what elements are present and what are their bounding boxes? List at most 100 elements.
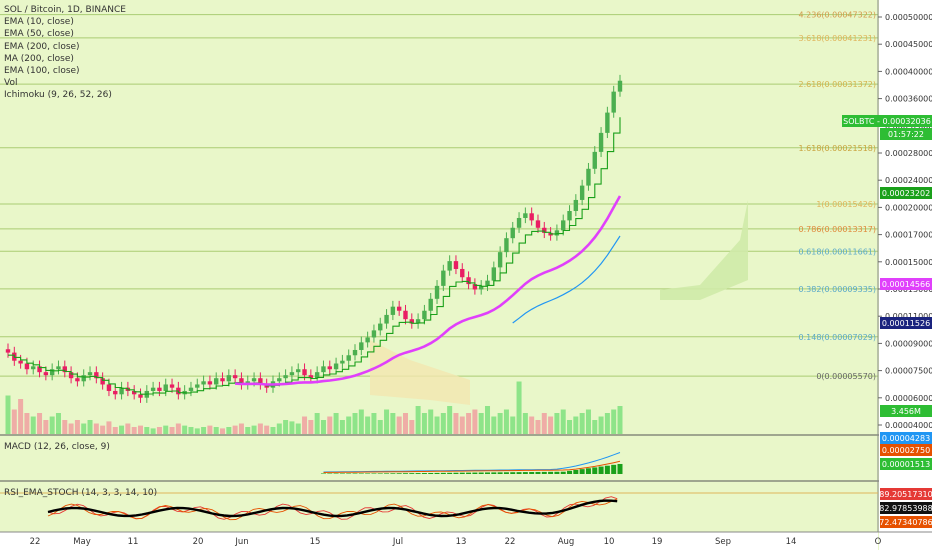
candle-body[interactable] — [289, 372, 295, 376]
candle-body[interactable] — [542, 227, 547, 233]
candle-body[interactable] — [378, 323, 383, 331]
candle-body[interactable] — [314, 372, 320, 379]
candle-body[interactable] — [308, 375, 314, 379]
legend-ema100[interactable]: EMA (100, close) — [4, 66, 80, 77]
candle-body[interactable] — [359, 342, 364, 350]
candle-body[interactable] — [94, 372, 99, 379]
candle-body[interactable] — [460, 268, 465, 278]
candle-body[interactable] — [466, 277, 471, 285]
candle-body[interactable] — [434, 285, 440, 299]
candle-body[interactable] — [384, 314, 389, 324]
candle-body[interactable] — [100, 378, 105, 385]
candle-body[interactable] — [472, 284, 478, 290]
candle-body[interactable] — [138, 394, 143, 398]
rsi-title[interactable]: RSI_EMA_STOCH (14, 3, 3, 14, 10) — [4, 488, 158, 498]
candle-body[interactable] — [579, 185, 585, 200]
candle-body[interactable] — [586, 168, 591, 186]
candle-body[interactable] — [157, 387, 162, 391]
candle-body[interactable] — [169, 384, 175, 388]
candle-body[interactable] — [510, 227, 515, 239]
candle-body[interactable] — [131, 390, 137, 395]
candle-body[interactable] — [371, 330, 377, 338]
macd-title[interactable]: MACD (12, 26, close, 9) — [4, 442, 110, 452]
candle-body[interactable] — [68, 372, 74, 379]
candle-body[interactable] — [43, 372, 49, 376]
candle-body[interactable] — [390, 306, 396, 315]
candle-body[interactable] — [403, 310, 408, 320]
candle-body[interactable] — [87, 372, 93, 376]
candle-body[interactable] — [232, 375, 238, 379]
candle-body[interactable] — [561, 220, 566, 231]
candle-body[interactable] — [491, 267, 497, 281]
ema10-price-tag-bg[interactable] — [880, 187, 932, 199]
candle-body[interactable] — [302, 369, 307, 376]
candle-body[interactable] — [188, 387, 194, 391]
candle-body[interactable] — [239, 378, 244, 385]
candle-body[interactable] — [277, 378, 282, 382]
candle-body[interactable] — [195, 384, 200, 388]
ema100-price-tag-bg[interactable] — [880, 317, 932, 329]
candle-body[interactable] — [75, 378, 80, 382]
legend-ema10[interactable]: EMA (10, close) — [4, 17, 74, 28]
candle-body[interactable] — [49, 369, 55, 376]
candle-body[interactable] — [214, 378, 219, 385]
candle-body[interactable] — [516, 217, 522, 228]
macd-hist-tag-bg[interactable] — [880, 458, 932, 470]
candle-body[interactable] — [611, 91, 616, 113]
candle-body[interactable] — [333, 363, 339, 370]
candle-body[interactable] — [56, 366, 61, 370]
candle-body[interactable] — [113, 390, 118, 395]
candle-body[interactable] — [321, 366, 326, 373]
candle-body[interactable] — [327, 366, 332, 370]
candle-body[interactable] — [81, 375, 86, 382]
candle-body[interactable] — [554, 230, 560, 236]
candle-body[interactable] — [535, 220, 541, 228]
legend-symbol[interactable]: SOL / Bitcoin, 1D, BINANCE — [4, 5, 126, 15]
candle-body[interactable] — [119, 387, 124, 395]
candle-body[interactable] — [207, 381, 213, 385]
ema-10-line[interactable] — [8, 117, 621, 395]
candle-body[interactable] — [592, 151, 597, 169]
candle-body[interactable] — [340, 360, 345, 364]
candle-body[interactable] — [150, 387, 156, 391]
macd-line[interactable] — [323, 452, 621, 473]
candle-body[interactable] — [352, 349, 358, 356]
candle-body[interactable] — [18, 360, 23, 364]
legend-ema50[interactable]: EMA (50, close) — [4, 29, 74, 40]
ema50-price-tag-bg[interactable] — [880, 278, 932, 290]
candle-body[interactable] — [447, 261, 452, 271]
candle-body[interactable] — [504, 238, 509, 253]
solbtc-price-tag-bg[interactable] — [842, 115, 932, 127]
candle-body[interactable] — [226, 375, 232, 382]
macd-signal-tag-bg[interactable] — [880, 444, 932, 456]
candle-body[interactable] — [497, 252, 503, 268]
legend-vol[interactable]: Vol — [4, 78, 18, 89]
candle-body[interactable] — [346, 355, 351, 361]
candle-body[interactable] — [605, 112, 610, 133]
candle-body[interactable] — [567, 210, 572, 221]
candle-body[interactable] — [441, 270, 446, 286]
candle-body[interactable] — [396, 306, 402, 311]
candle-body[interactable] — [529, 213, 534, 221]
candle-body[interactable] — [478, 285, 484, 290]
macd-signal-line[interactable] — [323, 460, 621, 473]
candle-body[interactable] — [201, 381, 206, 385]
rsi-k-tag-bg[interactable] — [880, 488, 932, 500]
candle-body[interactable] — [296, 369, 301, 373]
rsi-ema-tag-bg[interactable] — [880, 502, 932, 514]
legend-ichimoku[interactable]: Ichimoku (9, 26, 52, 26) — [4, 90, 112, 101]
candle-body[interactable] — [617, 80, 623, 92]
ema-50-line[interactable] — [235, 195, 622, 386]
candle-body[interactable] — [453, 261, 459, 269]
candle-body[interactable] — [220, 378, 225, 382]
ema-100-line[interactable] — [512, 235, 621, 324]
candle-body[interactable] — [523, 213, 528, 218]
candle-body[interactable] — [31, 366, 36, 370]
candle-body[interactable] — [283, 375, 288, 379]
candle-body[interactable] — [598, 132, 604, 152]
candle-body[interactable] — [365, 337, 370, 343]
candle-body[interactable] — [415, 319, 421, 324]
candle-body[interactable] — [428, 298, 433, 311]
candle-body[interactable] — [485, 280, 490, 286]
